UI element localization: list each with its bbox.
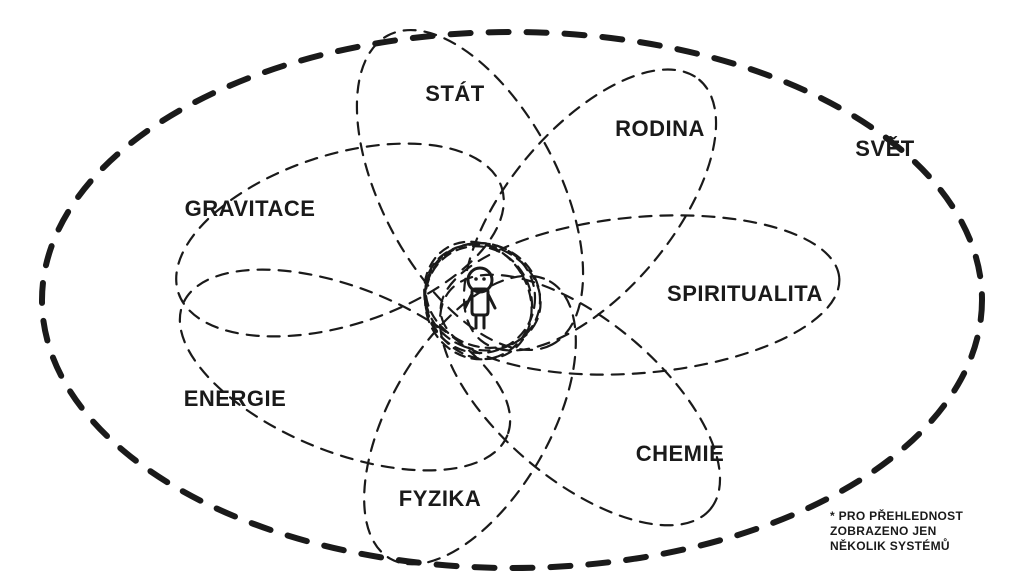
label-rodina: RODINA <box>615 116 705 141</box>
outer-world-ellipse <box>42 32 982 568</box>
label-svet: SVĚT <box>855 136 915 161</box>
systems-diagram: SVĚT STÁT RODINA GRAVITACE SPIRITUALITA ENERG… <box>0 0 1024 576</box>
label-chemie: CHEMIE <box>636 441 725 466</box>
footnote-line-1: ZOBRAZENO JEN <box>830 524 937 538</box>
footnote-line-0: * PRO PŘEHLEDNOST <box>830 508 963 523</box>
label-fyzika: FYZIKA <box>399 486 481 511</box>
person-icon <box>465 268 495 328</box>
petal-energie <box>152 228 538 511</box>
label-stat: STÁT <box>425 81 485 106</box>
label-gravitace: GRAVITACE <box>185 196 316 221</box>
petal-gravitace <box>152 107 528 374</box>
petal-fyzika <box>321 241 620 576</box>
label-energie: ENERGIE <box>184 386 287 411</box>
center-scribble <box>403 222 557 379</box>
footnote-line-2: NĚKOLIK SYSTÉMŮ <box>830 537 950 553</box>
label-spiritualita: SPIRITUALITA <box>667 281 823 306</box>
